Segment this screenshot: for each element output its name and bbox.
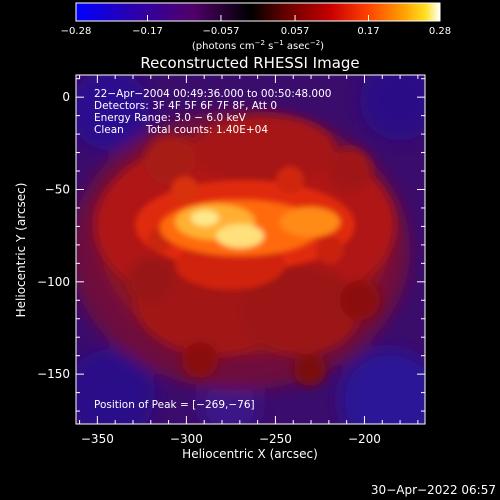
- y-axis-ticks: [76, 78, 425, 412]
- annotation-clean: Clean: [94, 124, 124, 136]
- y-tick-label: −100: [37, 275, 70, 289]
- x-axis-label: Heliocentric X (arcsec): [182, 447, 318, 461]
- chart-title: Reconstructed RHESSI Image: [140, 54, 359, 72]
- x-axis-ticks: [79, 75, 419, 424]
- annotation-energy-range: Energy Range: 3.0 − 6.0 keV: [94, 112, 247, 124]
- colorbar-tick-label: 0.28: [429, 26, 451, 37]
- colorbar-tick-labels: −0.28 −0.17 −0.057 0.057 0.17 0.28: [61, 26, 451, 37]
- colorbar-tick-label: 0.057: [281, 26, 310, 37]
- x-tick-label: −200: [348, 432, 381, 446]
- colorbar-gradient: [75, 2, 441, 22]
- colorbar-units: (photons cm−2 s−1 asec−2): [192, 39, 324, 52]
- colorbar-tick-label: −0.28: [61, 26, 92, 37]
- colorbar-ticks: [75, 15, 441, 21]
- x-axis-tick-labels: −350 −300 −250 −200: [81, 432, 381, 446]
- annotation-time-range: 22−Apr−2004 00:49:36.000 to 00:50:48.000: [94, 88, 331, 100]
- colorbar-tick-label: 0.17: [357, 26, 379, 37]
- annotation-detectors: Detectors: 3F 4F 5F 6F 7F 8F, Att 0: [94, 100, 277, 112]
- plot-frame: [75, 74, 426, 425]
- annotation-peak-position: Position of Peak = [−269,−76]: [94, 399, 255, 411]
- colorbar-tick-label: −0.057: [202, 26, 239, 37]
- colorbar: −0.28 −0.17 −0.057 0.057 0.17 0.28 (photons c…: [61, 2, 451, 52]
- y-tick-label: −50: [45, 182, 70, 196]
- colorbar-tick-label: −0.17: [132, 26, 163, 37]
- y-axis-label: Heliocentric Y (arcsec): [14, 183, 28, 318]
- heatmap-image: [76, 75, 425, 424]
- timestamp: 30−Apr−2022 06:57: [371, 483, 496, 497]
- x-tick-label: −350: [81, 432, 114, 446]
- x-tick-label: −250: [259, 432, 292, 446]
- x-tick-label: −300: [170, 432, 203, 446]
- y-tick-label: 0: [62, 90, 70, 104]
- annotations: 22−Apr−2004 00:49:36.000 to 00:50:48.000…: [94, 88, 331, 411]
- annotation-total-counts: Total counts: 1.40E+04: [145, 124, 268, 136]
- y-tick-label: −150: [37, 367, 70, 381]
- y-axis-tick-labels: 0 −50 −100 −150: [37, 90, 70, 381]
